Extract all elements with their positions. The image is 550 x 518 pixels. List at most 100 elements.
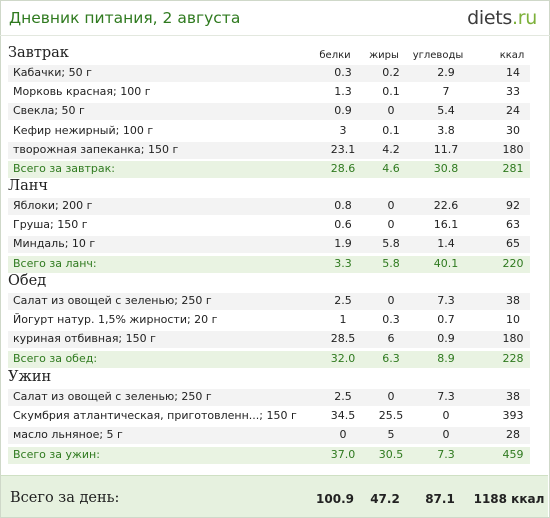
food-name: Яблоки; 200 г: [13, 199, 93, 212]
food-name: Свекла; 50 г: [13, 104, 85, 117]
cell-fat: 5.8: [382, 237, 400, 250]
food-name: Груша; 150 г: [13, 218, 88, 231]
food-row[interactable]: Морковь красная; 100 г 1.3 0.1 7 33: [8, 84, 530, 101]
food-name: Миндаль; 10 г: [13, 237, 96, 250]
food-row[interactable]: Кефир нежирный; 100 г 3 0.1 3.8 30: [8, 123, 530, 140]
cell-kcal: 228: [502, 352, 524, 365]
food-row[interactable]: масло льняное; 5 г 0 5 0 28: [8, 427, 530, 444]
day-total-carbs: 87.1: [425, 492, 455, 506]
cell-protein: 3: [339, 124, 347, 137]
cell-protein: 34.5: [330, 409, 356, 422]
cell-kcal: 65: [506, 237, 520, 250]
cell-protein: 1.3: [334, 85, 352, 98]
meal-total-row: Всего за ланч: 3.3 5.8 40.1 220: [8, 256, 530, 273]
food-row[interactable]: Скумбрия атлантическая, приготовленн...;…: [8, 408, 530, 425]
cell-fat: 5.8: [382, 257, 400, 270]
cell-protein: 0.3: [334, 66, 352, 79]
site-logo[interactable]: diets.ru: [467, 7, 537, 29]
col-kcal: ккал: [499, 50, 525, 61]
cell-carbs: 3.8: [437, 124, 455, 137]
cell-fat: 6: [387, 332, 395, 345]
col-fat: жиры: [369, 50, 399, 61]
page-title: Дневник питания, 2 августа: [9, 9, 241, 27]
cell-fat: 0: [387, 218, 395, 231]
day-total-label: Всего за день:: [10, 490, 120, 506]
cell-protein: 28.6: [330, 162, 356, 175]
cell-carbs: 7.3: [437, 294, 455, 307]
cell-protein: 23.1: [330, 143, 356, 156]
day-total-kcal: 1188 ккал: [473, 492, 545, 506]
cell-fat: 0.1: [382, 85, 400, 98]
cell-fat: 4.2: [382, 143, 400, 156]
cell-fat: 0.2: [382, 66, 400, 79]
header: Дневник питания, 2 августа diets.ru: [9, 7, 539, 31]
food-row[interactable]: Йогурт натур. 1,5% жирности; 20 г 1 0.3 0.7…: [8, 312, 530, 329]
food-row[interactable]: Миндаль; 10 г 1.9 5.8 1.4 65: [8, 236, 530, 253]
cell-kcal: 393: [502, 409, 524, 422]
cell-carbs: 0.9: [437, 332, 455, 345]
cell-kcal: 10: [506, 313, 520, 326]
cell-carbs: 0: [442, 428, 450, 441]
cell-fat: 6.3: [382, 352, 400, 365]
cell-fat: 25.5: [378, 409, 404, 422]
cell-kcal: 38: [506, 294, 520, 307]
cell-protein: 2.5: [334, 294, 352, 307]
cell-protein: 1: [339, 313, 347, 326]
food-row[interactable]: Салат из овощей с зеленью; 250 г 2.5 0 7.3 3…: [8, 293, 530, 310]
meal-section-title: Ужин: [8, 369, 52, 385]
day-total-bar: Всего за день: 100.9 47.2 87.1 1188 ккал: [1, 475, 548, 517]
meal-section-title: Обед: [8, 273, 47, 289]
food-name: Йогурт натур. 1,5% жирности; 20 г: [13, 313, 218, 326]
meal-section-title: Ланч: [8, 178, 48, 194]
food-name: масло льняное; 5 г: [13, 428, 123, 441]
cell-kcal: 220: [502, 257, 524, 270]
cell-carbs: 0: [442, 409, 450, 422]
cell-kcal: 281: [502, 162, 524, 175]
day-total-protein: 100.9: [316, 492, 354, 506]
cell-protein: 3.3: [334, 257, 352, 270]
cell-kcal: 92: [506, 199, 520, 212]
cell-kcal: 30: [506, 124, 520, 137]
meal-total-row: Всего за ужин: 37.0 30.5 7.3 459: [8, 447, 530, 464]
food-row[interactable]: Свекла; 50 г 0.9 0 5.4 24: [8, 103, 530, 120]
day-total-fat: 47.2: [370, 492, 400, 506]
cell-carbs: 40.1: [433, 257, 459, 270]
cell-protein: 37.0: [330, 448, 356, 461]
cell-protein: 0.8: [334, 199, 352, 212]
cell-carbs: 0.7: [437, 313, 455, 326]
cell-protein: 0.6: [334, 218, 352, 231]
food-name: Кабачки; 50 г: [13, 66, 92, 79]
cell-kcal: 24: [506, 104, 520, 117]
cell-protein: 0.9: [334, 104, 352, 117]
cell-fat: 0: [387, 104, 395, 117]
cell-kcal: 14: [506, 66, 520, 79]
food-row[interactable]: куриная отбивная; 150 г 28.5 6 0.9 180: [8, 331, 530, 348]
cell-carbs: 5.4: [437, 104, 455, 117]
meal-total-row: Всего за обед: 32.0 6.3 8.9 228: [8, 351, 530, 368]
food-name: Салат из овощей с зеленью; 250 г: [13, 294, 212, 307]
cell-carbs: 8.9: [437, 352, 455, 365]
cell-protein: 1.9: [334, 237, 352, 250]
cell-fat: 0: [387, 390, 395, 403]
food-name: куриная отбивная; 150 г: [13, 332, 156, 345]
food-row[interactable]: творожная запеканка; 150 г 23.1 4.2 11.7 180: [8, 142, 530, 159]
food-name: Кефир нежирный; 100 г: [13, 124, 154, 137]
cell-carbs: 7.3: [437, 448, 455, 461]
food-row[interactable]: Кабачки; 50 г 0.3 0.2 2.9 14: [8, 65, 530, 82]
logo-tld: .ru: [512, 7, 537, 29]
cell-carbs: 16.1: [433, 218, 459, 231]
cell-kcal: 63: [506, 218, 520, 231]
logo-main: diets: [467, 7, 512, 29]
food-row[interactable]: Яблоки; 200 г 0.8 0 22.6 92: [8, 198, 530, 215]
cell-fat: 0: [387, 199, 395, 212]
food-row[interactable]: Салат из овощей с зеленью; 250 г 2.5 0 7.3 3…: [8, 389, 530, 406]
food-name: Салат из овощей с зеленью; 250 г: [13, 390, 212, 403]
col-carbs: углеводы: [412, 50, 464, 61]
cell-fat: 4.6: [382, 162, 400, 175]
food-name: творожная запеканка; 150 г: [13, 143, 179, 156]
col-protein: белки: [319, 50, 351, 61]
food-row[interactable]: Груша; 150 г 0.6 0 16.1 63: [8, 217, 530, 234]
cell-fat: 5: [387, 428, 395, 441]
cell-protein: 2.5: [334, 390, 352, 403]
cell-protein: 28.5: [330, 332, 356, 345]
